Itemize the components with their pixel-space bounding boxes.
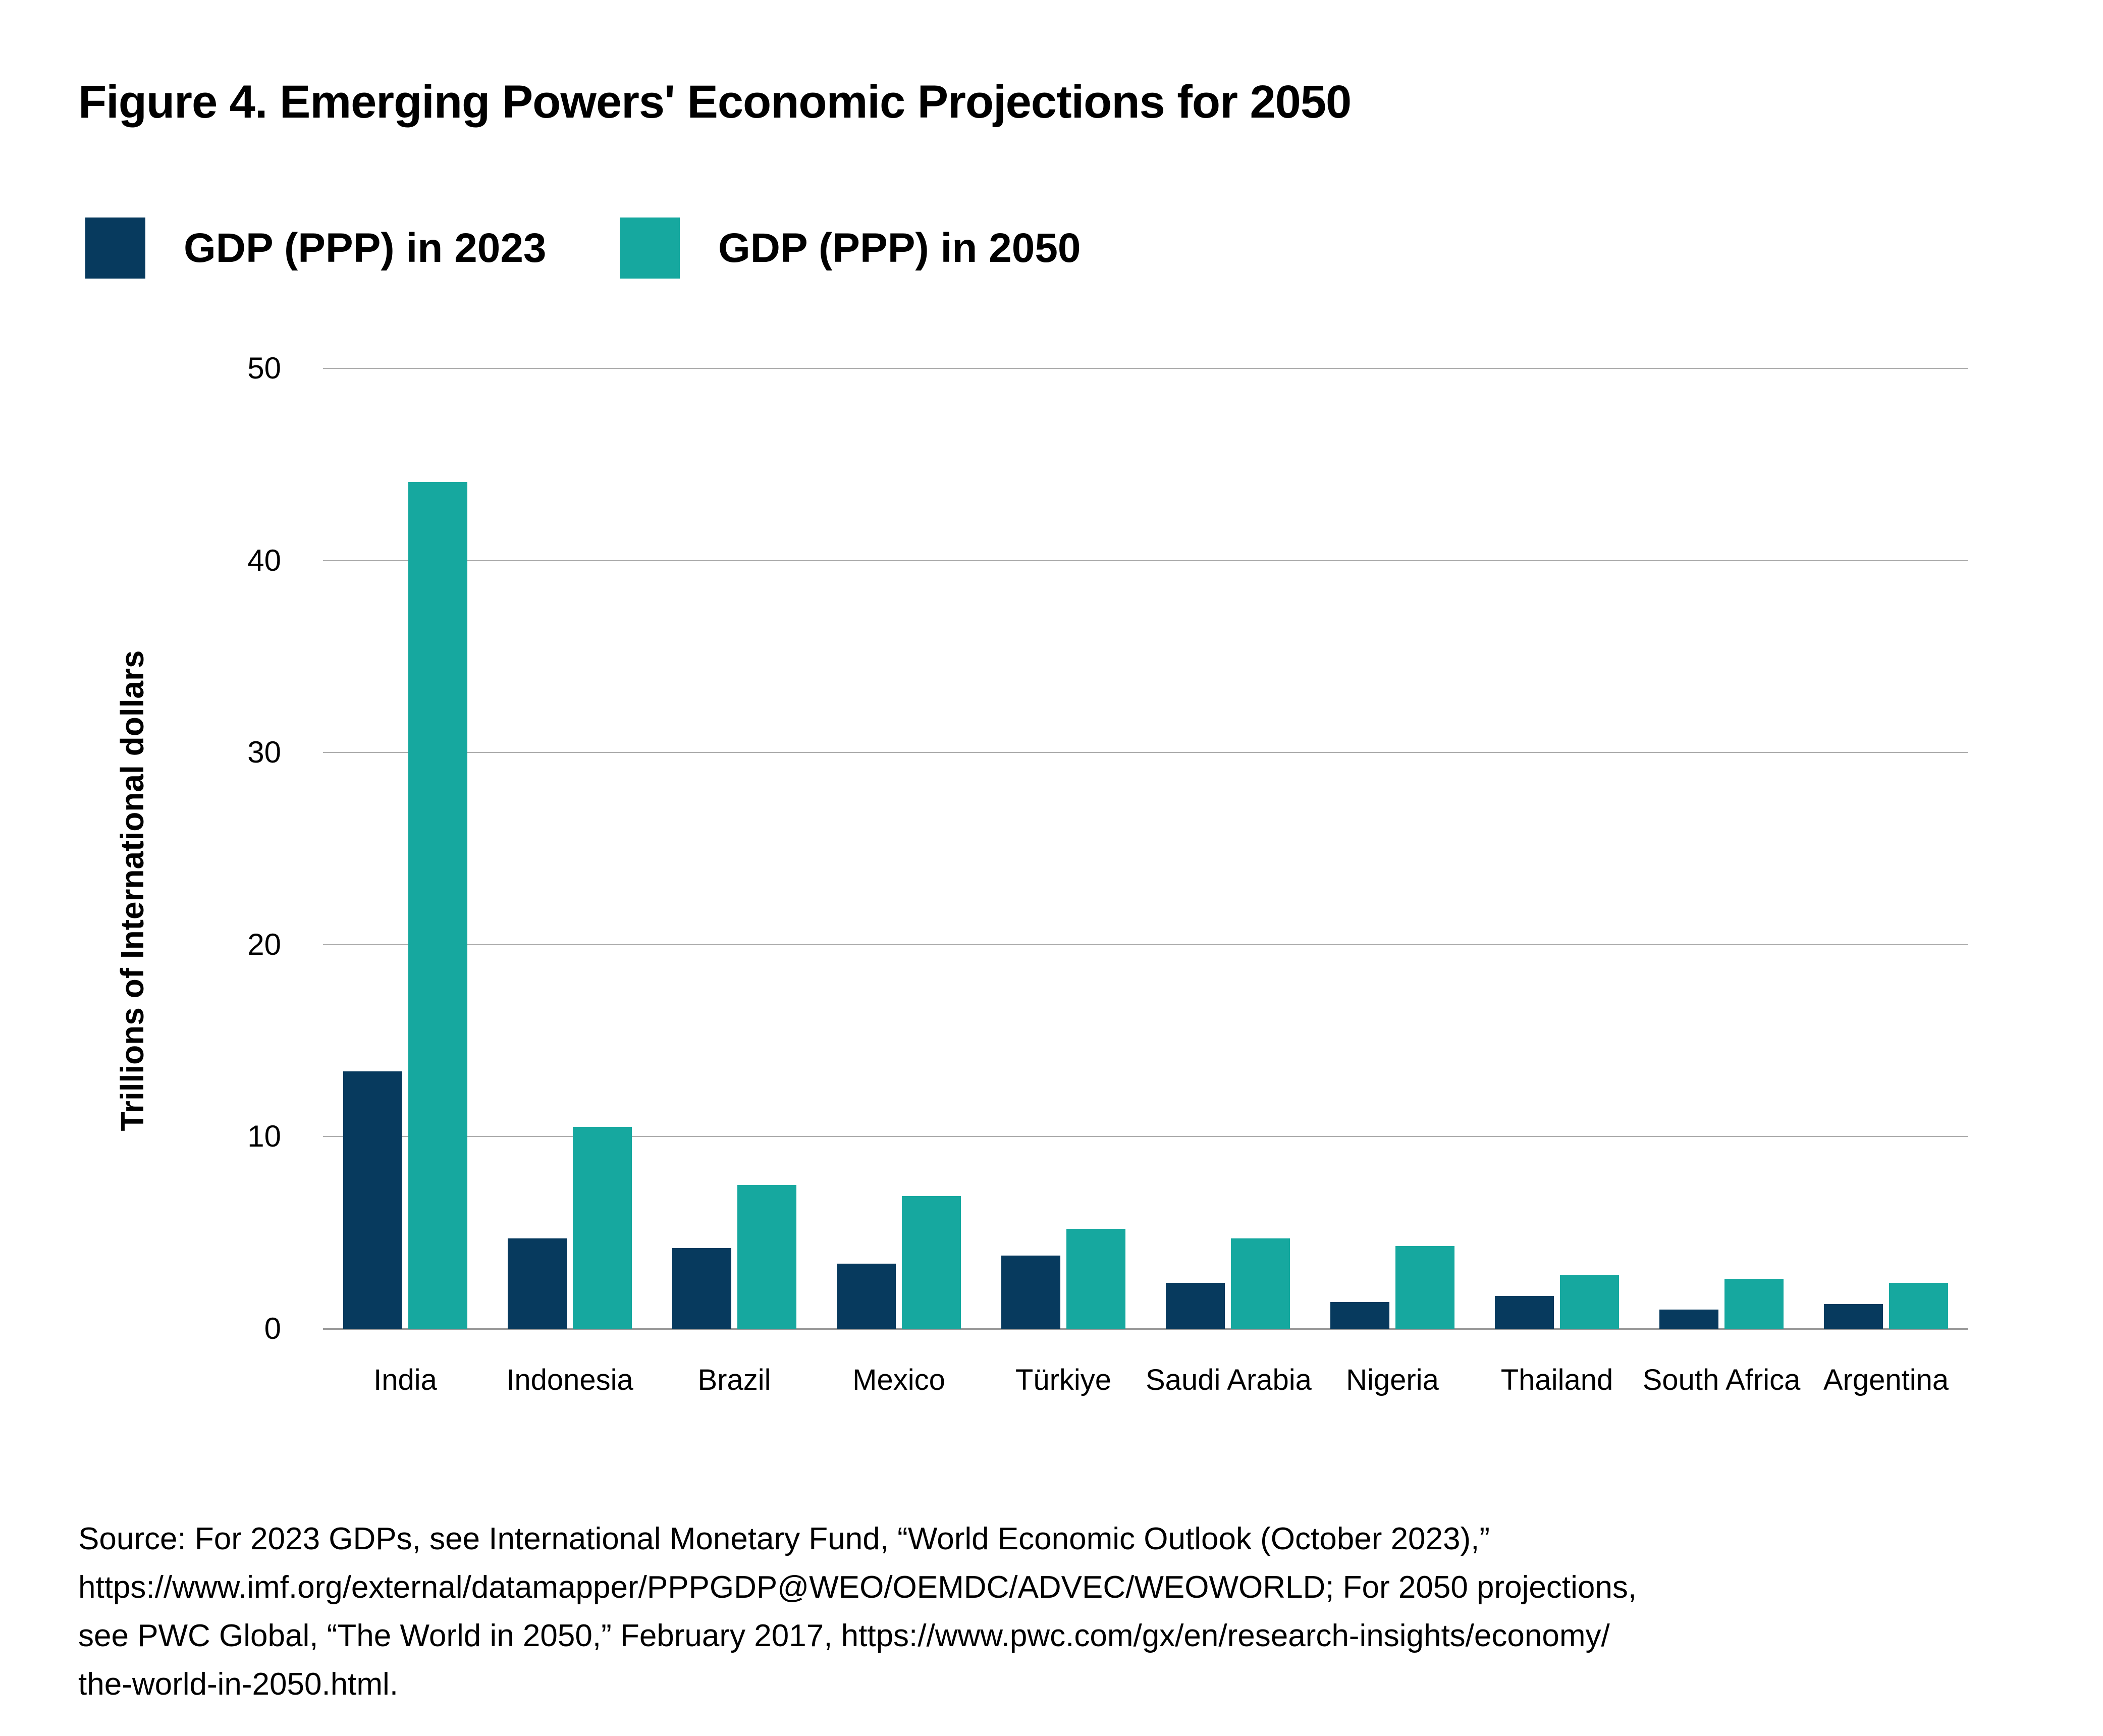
gridline-30: [323, 752, 1968, 753]
legend-label-2050: GDP (PPP) in 2050: [718, 225, 1081, 271]
x-label-south-africa: South Africa: [1642, 1364, 1801, 1396]
bar-2023-t-rkiye: [1001, 1256, 1060, 1329]
x-label-mexico: Mexico: [852, 1364, 945, 1396]
y-tick-label-30: 30: [247, 735, 281, 770]
bar-2050-south-africa: [1724, 1279, 1784, 1329]
gridline-0: [323, 1328, 1968, 1330]
bar-2050-saudi-arabia: [1231, 1238, 1290, 1329]
bar-2050-argentina: [1889, 1282, 1948, 1329]
bar-2023-thailand: [1495, 1296, 1554, 1329]
y-tick-label-40: 40: [247, 543, 281, 577]
x-axis-labels: India Indonesia Brazil Mexico Türkiye Saudi A…: [323, 1363, 1968, 1408]
x-label-argentina: Argentina: [1823, 1364, 1949, 1396]
y-tick-label-20: 20: [247, 927, 281, 961]
bar-2050-indonesia: [573, 1127, 632, 1329]
source-line: the-world-in-2050.html.: [78, 1667, 399, 1702]
gridline-40: [323, 560, 1968, 561]
legend-swatch-2050: [620, 218, 680, 279]
bar-2050-mexico: [902, 1196, 961, 1329]
source-line: see PWC Global, “The World in 2050,” Feb…: [78, 1618, 1610, 1653]
bar-2050-t-rkiye: [1066, 1229, 1125, 1329]
y-tick-label-10: 10: [247, 1119, 281, 1154]
legend-item-2023: GDP (PPP) in 2023: [85, 218, 547, 279]
bar-2050-brazil: [737, 1184, 796, 1329]
y-axis-tick-labels: 0 10 20 30 40 50: [0, 353, 281, 1344]
bar-2023-brazil: [672, 1248, 731, 1329]
bar-2023-saudi-arabia: [1166, 1282, 1225, 1329]
source-line: Source: For 2023 GDPs, see International…: [78, 1522, 1490, 1556]
bar-2023-india: [343, 1071, 402, 1329]
source-line: https://www.imf.org/external/datamapper/…: [78, 1570, 1637, 1605]
bar-2050-india: [408, 481, 467, 1329]
x-label-thailand: Thailand: [1500, 1364, 1613, 1396]
bar-2023-mexico: [837, 1263, 896, 1329]
bar-2023-south-africa: [1659, 1309, 1718, 1329]
bar-2050-thailand: [1560, 1275, 1619, 1329]
x-label-t-rkiye: Türkiye: [1015, 1364, 1112, 1396]
x-label-saudi-arabia: Saudi Arabia: [1146, 1364, 1312, 1396]
legend-swatch-2023: [85, 218, 145, 279]
y-tick-label-0: 0: [264, 1312, 281, 1345]
bar-2023-indonesia: [508, 1238, 567, 1329]
bar-2050-nigeria: [1395, 1246, 1454, 1329]
x-label-nigeria: Nigeria: [1346, 1364, 1439, 1396]
bar-2023-nigeria: [1330, 1301, 1389, 1329]
source-note: Source: For 2023 GDPs, see International…: [78, 1515, 1637, 1709]
legend-label-2023: GDP (PPP) in 2023: [184, 225, 547, 271]
gridline-10: [323, 1136, 1968, 1137]
x-label-brazil: Brazil: [697, 1364, 771, 1396]
figure-title: Figure 4. Emerging Powers' Economic Proj…: [78, 76, 1352, 128]
gridline-50: [323, 368, 1968, 369]
bar-2023-argentina: [1824, 1304, 1883, 1329]
plot-area: [323, 368, 1968, 1330]
legend-item-2050: GDP (PPP) in 2050: [620, 218, 1081, 279]
y-tick-label-50: 50: [247, 351, 281, 385]
x-label-indonesia: Indonesia: [506, 1364, 633, 1396]
x-label-india: India: [373, 1364, 437, 1396]
gridline-20: [323, 944, 1968, 945]
